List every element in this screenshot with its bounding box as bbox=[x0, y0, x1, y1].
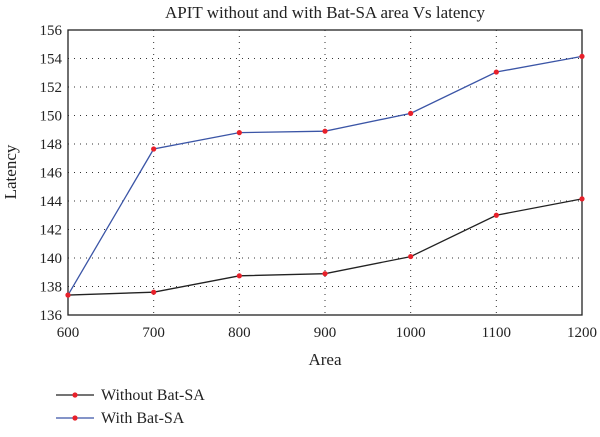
tick-labels: 600 700 800 900 1000 1100 1200 136 138 140 142 144 1… bbox=[40, 23, 598, 341]
x-tick-label: 800 bbox=[228, 325, 251, 341]
y-tick-label: 154 bbox=[40, 52, 63, 68]
x-tick-label: 600 bbox=[57, 325, 80, 341]
x-tick-label: 1000 bbox=[396, 325, 426, 341]
legend: Without Bat-SA With Bat-SA bbox=[56, 387, 205, 427]
series-line bbox=[67, 55, 583, 296]
data-point bbox=[322, 271, 328, 277]
plot-frame bbox=[67, 29, 583, 316]
y-tick-label: 142 bbox=[40, 223, 63, 239]
data-point bbox=[579, 196, 585, 202]
data-point bbox=[408, 253, 414, 260]
y-tick-label: 152 bbox=[40, 80, 63, 96]
y-tick-label: 136 bbox=[40, 308, 63, 324]
data-point bbox=[408, 110, 414, 116]
data-point bbox=[322, 128, 328, 134]
legend-swatch-marker bbox=[72, 392, 78, 398]
legend-swatch-marker bbox=[72, 415, 78, 421]
x-tick-label: 700 bbox=[142, 325, 165, 341]
data-point bbox=[236, 273, 242, 279]
data-point bbox=[65, 292, 71, 298]
y-axis-label: Latency bbox=[1, 144, 20, 199]
data-point bbox=[236, 130, 242, 136]
chart-title: APIT without and with Bat-SA area Vs lat… bbox=[165, 3, 485, 22]
y-tick-label: 148 bbox=[40, 137, 63, 153]
data-point bbox=[493, 69, 499, 75]
y-tick-label: 156 bbox=[40, 23, 63, 39]
series-layer bbox=[65, 53, 585, 298]
x-tick-label: 900 bbox=[314, 325, 337, 341]
legend-label: Without Bat-SA bbox=[101, 387, 205, 404]
y-tick-label: 144 bbox=[40, 194, 63, 210]
y-tick-label: 150 bbox=[40, 109, 63, 125]
data-point bbox=[151, 146, 157, 152]
data-point bbox=[493, 212, 499, 218]
y-tick-label: 140 bbox=[40, 251, 63, 267]
x-tick-label: 1200 bbox=[567, 325, 597, 341]
x-axis-label: Area bbox=[308, 350, 341, 369]
data-point bbox=[151, 289, 157, 295]
y-tick-label: 146 bbox=[40, 166, 63, 182]
legend-label: With Bat-SA bbox=[101, 410, 185, 427]
data-point bbox=[579, 53, 585, 59]
y-tick-label: 138 bbox=[40, 280, 63, 296]
x-tick-label: 1100 bbox=[482, 325, 511, 341]
